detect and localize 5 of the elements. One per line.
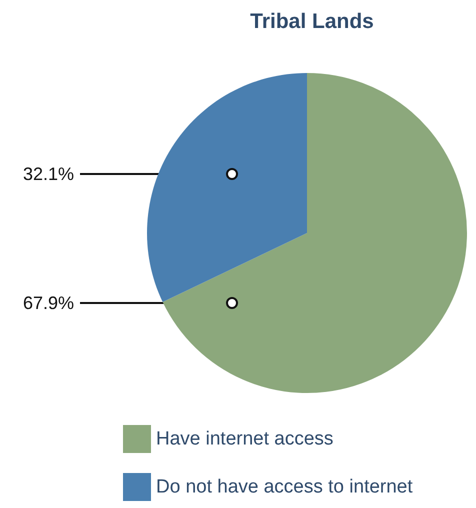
data-label: 67.9% (22, 293, 74, 313)
legend-label: Do not have access to internet (156, 476, 414, 498)
chart-title: Tribal Lands (250, 10, 374, 33)
data-label: 32.1% (22, 164, 74, 184)
legend-label: Have internet access (156, 428, 334, 450)
